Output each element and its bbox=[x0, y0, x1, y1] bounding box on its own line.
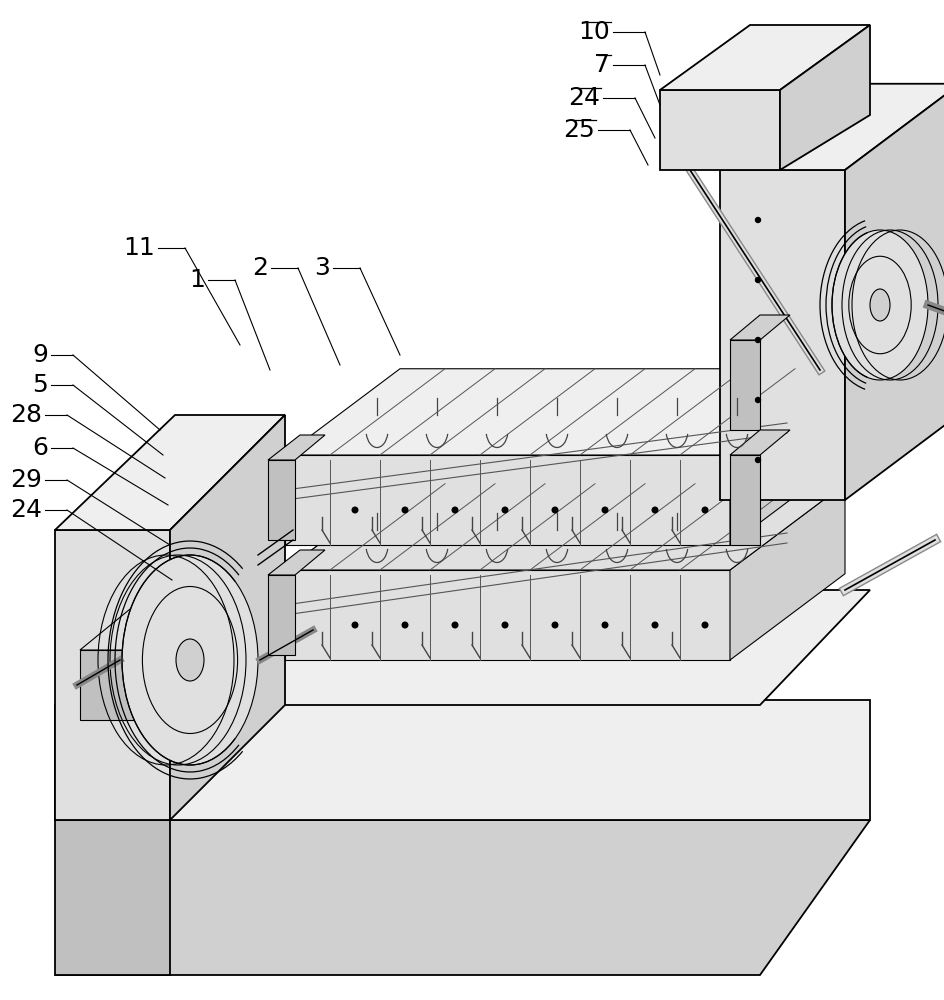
Text: 25: 25 bbox=[563, 118, 595, 142]
Ellipse shape bbox=[176, 639, 204, 681]
Polygon shape bbox=[285, 455, 729, 545]
Polygon shape bbox=[268, 550, 325, 575]
Text: 28: 28 bbox=[10, 403, 42, 427]
Circle shape bbox=[452, 622, 457, 628]
Circle shape bbox=[651, 507, 657, 513]
Circle shape bbox=[601, 507, 607, 513]
Polygon shape bbox=[170, 415, 285, 820]
Circle shape bbox=[402, 622, 408, 628]
Polygon shape bbox=[729, 430, 789, 455]
Circle shape bbox=[754, 397, 760, 402]
Circle shape bbox=[551, 507, 557, 513]
Polygon shape bbox=[55, 415, 285, 530]
Circle shape bbox=[601, 622, 607, 628]
Polygon shape bbox=[55, 820, 170, 975]
Text: 5: 5 bbox=[32, 373, 48, 397]
Polygon shape bbox=[170, 700, 869, 820]
Polygon shape bbox=[80, 650, 155, 720]
Polygon shape bbox=[729, 369, 844, 545]
Ellipse shape bbox=[122, 555, 258, 765]
Text: 10: 10 bbox=[578, 20, 610, 44]
Circle shape bbox=[651, 622, 657, 628]
Polygon shape bbox=[268, 460, 295, 540]
Text: 24: 24 bbox=[567, 86, 599, 110]
Circle shape bbox=[551, 622, 557, 628]
Polygon shape bbox=[285, 369, 844, 455]
Polygon shape bbox=[729, 340, 759, 430]
Polygon shape bbox=[729, 484, 844, 660]
Polygon shape bbox=[659, 90, 779, 170]
Circle shape bbox=[754, 218, 760, 223]
Circle shape bbox=[754, 338, 760, 342]
Text: 29: 29 bbox=[10, 468, 42, 492]
Polygon shape bbox=[844, 84, 944, 500]
Text: 11: 11 bbox=[123, 236, 155, 260]
Polygon shape bbox=[170, 590, 869, 705]
Polygon shape bbox=[285, 484, 844, 570]
Text: 3: 3 bbox=[313, 256, 329, 280]
Polygon shape bbox=[55, 820, 869, 975]
Polygon shape bbox=[285, 484, 844, 570]
Circle shape bbox=[352, 507, 358, 513]
Circle shape bbox=[501, 507, 507, 513]
Circle shape bbox=[402, 507, 408, 513]
Text: 1: 1 bbox=[189, 268, 205, 292]
Polygon shape bbox=[268, 435, 325, 460]
Text: 2: 2 bbox=[252, 256, 268, 280]
Circle shape bbox=[754, 458, 760, 462]
Circle shape bbox=[701, 507, 707, 513]
Polygon shape bbox=[80, 605, 205, 650]
Text: 24: 24 bbox=[10, 498, 42, 522]
Polygon shape bbox=[659, 25, 869, 90]
Polygon shape bbox=[729, 315, 789, 340]
Polygon shape bbox=[285, 570, 729, 660]
Circle shape bbox=[452, 507, 457, 513]
Circle shape bbox=[754, 277, 760, 282]
Polygon shape bbox=[719, 170, 844, 500]
Text: 6: 6 bbox=[32, 436, 48, 460]
Text: 7: 7 bbox=[594, 53, 610, 77]
Circle shape bbox=[701, 622, 707, 628]
Circle shape bbox=[352, 622, 358, 628]
Ellipse shape bbox=[831, 230, 927, 380]
Polygon shape bbox=[268, 575, 295, 655]
Polygon shape bbox=[729, 455, 759, 545]
Text: 9: 9 bbox=[32, 343, 48, 367]
Polygon shape bbox=[55, 705, 170, 820]
Polygon shape bbox=[719, 84, 944, 170]
Polygon shape bbox=[155, 605, 205, 720]
Polygon shape bbox=[55, 530, 170, 820]
Ellipse shape bbox=[869, 289, 889, 321]
Polygon shape bbox=[779, 25, 869, 170]
Circle shape bbox=[501, 622, 507, 628]
